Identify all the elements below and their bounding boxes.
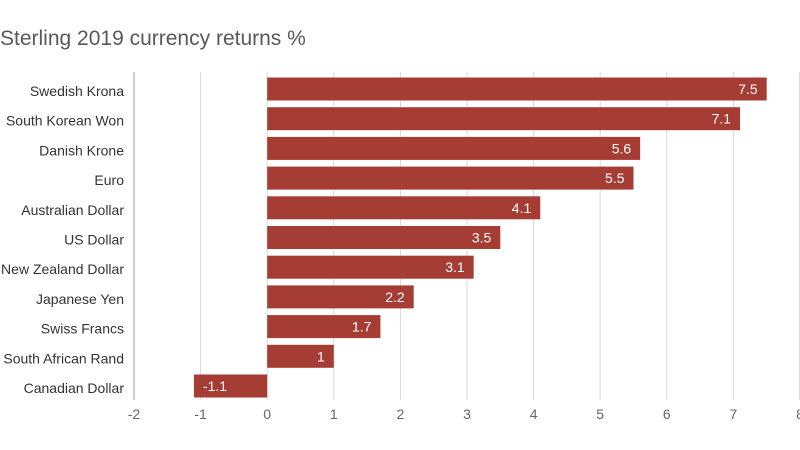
x-tick-label: -2 <box>128 406 141 422</box>
bar <box>267 226 501 249</box>
x-tick-label: 7 <box>730 406 738 422</box>
data-label: 3.1 <box>445 259 465 275</box>
data-label: 1 <box>317 348 325 364</box>
x-tick-label: -1 <box>194 406 207 422</box>
x-tick-label: 0 <box>263 406 271 422</box>
x-tick-label: 2 <box>397 406 405 422</box>
category-label: New Zealand Dollar <box>1 261 124 277</box>
bars <box>193 77 767 398</box>
category-label: Australian Dollar <box>21 202 124 218</box>
category-label: Japanese Yen <box>36 291 124 307</box>
data-label: 7.5 <box>738 81 758 97</box>
x-tick-label: 6 <box>663 406 671 422</box>
chart-title: Sterling 2019 currency returns % <box>0 27 306 50</box>
x-tick-label: 5 <box>596 406 604 422</box>
bar <box>267 136 641 160</box>
data-label: 7.1 <box>712 111 732 127</box>
x-tick-label: 3 <box>463 406 471 422</box>
data-label: -1.1 <box>203 378 227 394</box>
category-label: US Dollar <box>64 232 124 248</box>
data-label: 2.2 <box>385 289 405 305</box>
bar <box>267 344 334 368</box>
x-tick-label: 8 <box>796 406 800 422</box>
bar <box>267 77 767 101</box>
category-label: South Korean Won <box>6 113 124 129</box>
bar <box>267 315 381 339</box>
data-label: 4.1 <box>512 200 532 216</box>
category-label: Swiss Francs <box>41 321 124 337</box>
data-label: 3.5 <box>472 230 492 246</box>
bar <box>193 374 268 398</box>
category-labels: Swedish Krona South Korean Won Danish Kron… <box>1 83 124 396</box>
category-label: Danish Krone <box>39 142 124 158</box>
data-label: 1.7 <box>352 319 372 335</box>
bar <box>267 166 634 190</box>
bar <box>267 255 474 279</box>
data-label: 5.6 <box>612 140 632 156</box>
bar <box>267 196 541 220</box>
category-label: Canadian Dollar <box>24 380 125 396</box>
x-tick-labels: -2 -1 0 1 2 3 4 5 6 7 8 <box>128 406 800 422</box>
category-label: South African Rand <box>3 350 124 366</box>
x-tick-label: 1 <box>330 406 338 422</box>
x-tick-label: 4 <box>530 406 538 422</box>
data-label: 5.5 <box>605 170 625 186</box>
bar <box>267 285 414 309</box>
category-label: Euro <box>94 172 124 188</box>
value-labels: 7.5 7.1 5.6 5.5 4.1 3.5 3.1 2.2 1.7 1 -1.1 <box>203 81 758 394</box>
bar <box>267 107 741 131</box>
category-label: Swedish Krona <box>30 83 124 99</box>
